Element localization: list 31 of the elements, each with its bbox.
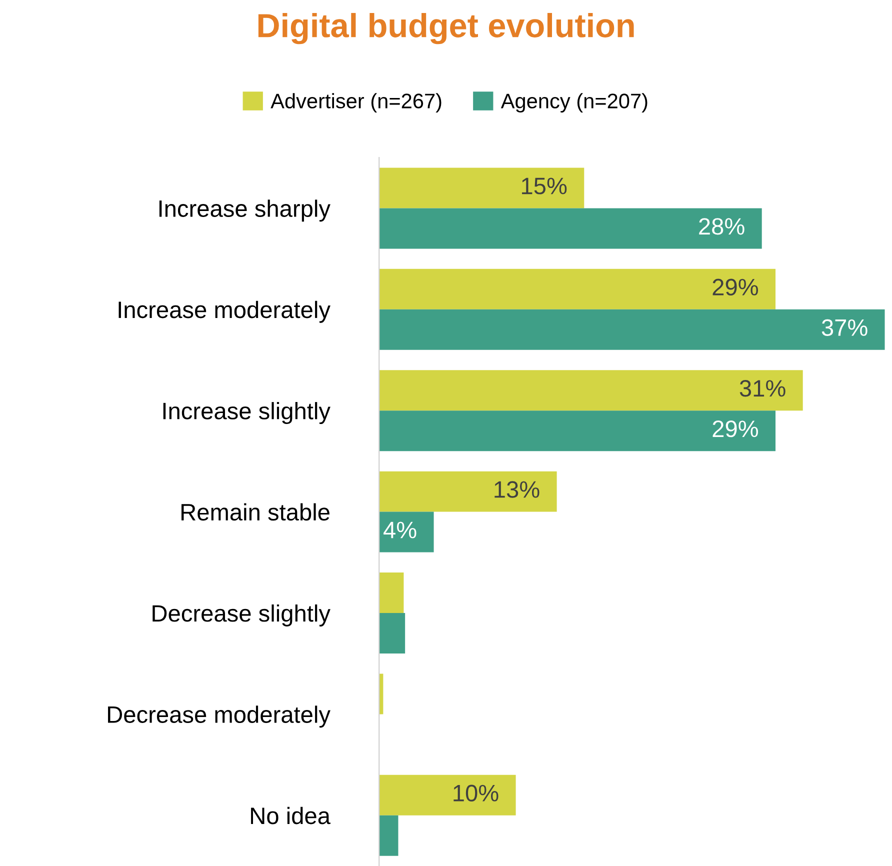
bar	[379, 309, 885, 350]
bar	[379, 471, 557, 512]
y-tick-label: No idea	[251, 806, 330, 824]
data-label: 29%	[712, 278, 758, 296]
data-label: 10%	[454, 784, 498, 802]
bar	[379, 572, 404, 614]
data-label: 15%	[522, 178, 567, 194]
data-label: 13%	[494, 481, 540, 498]
data-label: 31%	[740, 380, 786, 397]
bar	[379, 774, 516, 816]
y-tick-label: Increase slightly	[163, 402, 330, 424]
data-label: 29%	[712, 420, 758, 438]
bar	[379, 512, 434, 552]
y-tick-label: Decrease slightly	[152, 604, 330, 626]
legend-label: Advertiser (n=267)	[270, 93, 442, 113]
y-tick-label: Increase sharply	[159, 200, 330, 222]
bar	[379, 370, 803, 411]
y-tick-label: Increase moderately	[118, 300, 330, 323]
bar	[379, 168, 584, 208]
bar	[379, 613, 406, 654]
bar	[379, 268, 776, 310]
bar	[379, 815, 398, 856]
data-label: 28%	[699, 218, 744, 235]
legend-label: Agency (n=207)	[500, 93, 648, 113]
chart-title: Digital budget evolution	[258, 12, 634, 44]
data-label: 4%	[384, 522, 416, 538]
bar	[379, 208, 762, 249]
y-tick-label: Remain stable	[182, 503, 330, 521]
y-tick-label: Decrease moderately	[108, 706, 330, 728]
bar	[379, 410, 776, 452]
data-label: 37%	[822, 319, 868, 336]
